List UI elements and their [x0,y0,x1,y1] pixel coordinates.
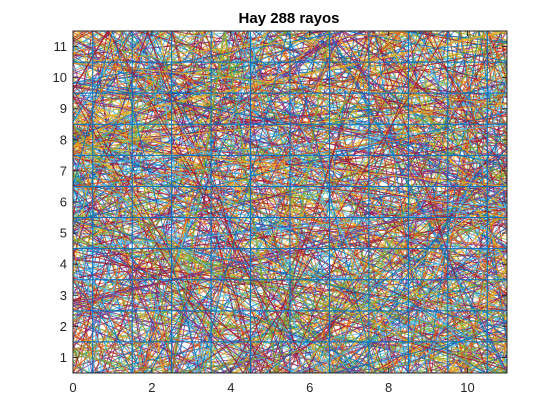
y-tick-label: 1 [60,350,67,365]
y-tick-label: 6 [60,195,67,210]
x-tick-label: 0 [69,380,76,395]
y-tick-label: 9 [60,101,67,116]
x-tick-label: 6 [306,380,313,395]
x-tick-label: 10 [460,380,474,395]
y-tick-label: 11 [54,39,68,54]
x-tick-label: 8 [385,380,392,395]
y-tick-label: 3 [60,288,67,303]
x-tick-label: 2 [148,380,155,395]
y-tick-label: 4 [60,257,67,272]
x-tick-label: 4 [227,380,234,395]
y-tick-label: 7 [60,163,67,178]
chart-title: Hay 288 rayos [239,10,340,27]
y-tick-label: 10 [53,70,67,85]
y-tick-label: 2 [60,319,67,334]
y-tick-label: 8 [60,132,67,147]
y-tick-label: 5 [60,226,67,241]
